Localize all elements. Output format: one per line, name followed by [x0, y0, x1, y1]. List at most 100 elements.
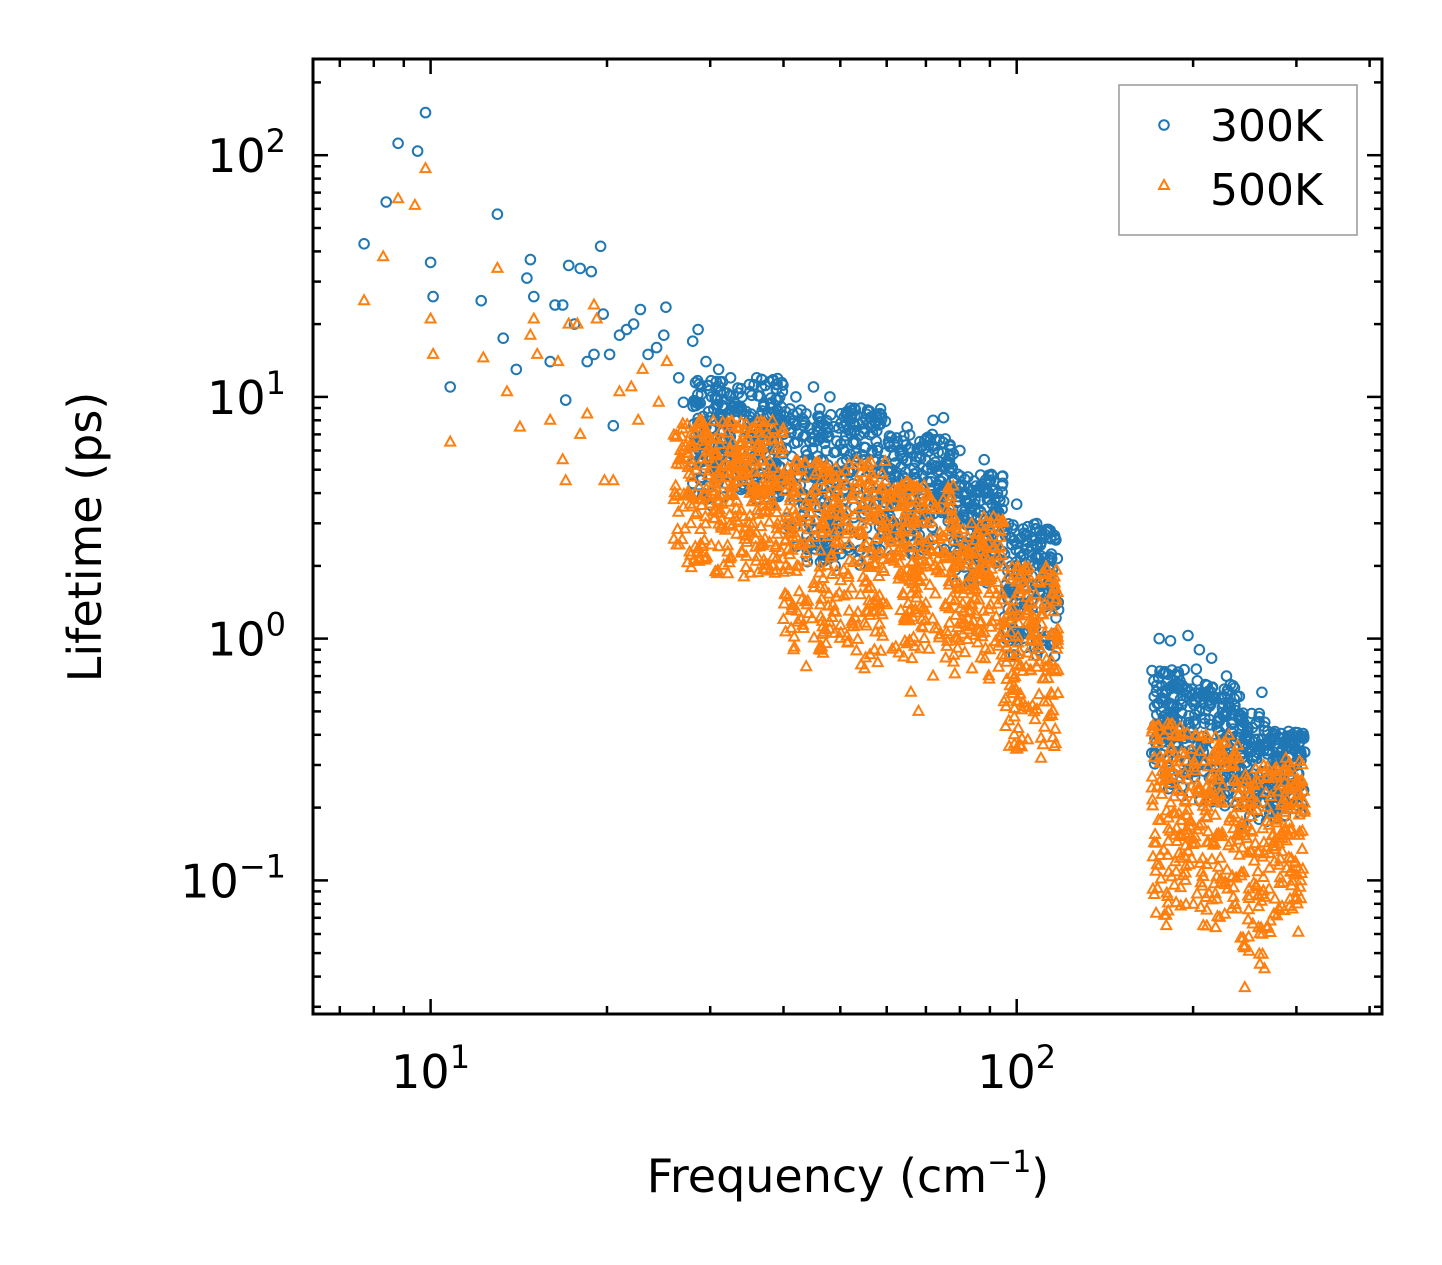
data-point-500k — [717, 557, 731, 570]
data-point-500k — [912, 539, 926, 552]
data-point-300k — [822, 430, 835, 443]
data-point-500k — [1162, 769, 1176, 782]
data-point-500k — [1240, 831, 1254, 844]
data-point-500k — [1000, 629, 1014, 642]
data-point-500k — [745, 420, 759, 433]
data-point-500k — [861, 478, 876, 491]
data-point-500k — [1200, 835, 1214, 848]
data-point-500k — [1288, 827, 1302, 840]
data-point-500k — [1045, 570, 1060, 583]
data-point-500k — [1262, 881, 1276, 894]
data-point-500k — [1242, 929, 1256, 942]
data-point-500k — [776, 611, 791, 624]
data-point-500k — [652, 394, 666, 407]
data-point-500k — [766, 460, 780, 473]
data-point-500k — [793, 483, 808, 496]
data-point-500k — [408, 197, 422, 210]
data-point-500k — [962, 552, 976, 565]
data-point-500k — [699, 481, 713, 494]
data-point-500k — [875, 480, 890, 493]
data-point-300k — [894, 447, 907, 460]
data-point-500k — [910, 479, 925, 492]
x-tick-exponent: 1 — [450, 1038, 470, 1076]
data-point-500k — [1146, 849, 1160, 862]
data-point-500k — [1149, 863, 1163, 876]
data-point-500k — [913, 641, 928, 654]
data-point-500k — [915, 494, 930, 507]
data-point-500k — [1011, 558, 1025, 571]
data-point-500k — [739, 559, 753, 572]
data-point-300k — [962, 482, 975, 494]
data-point-500k — [1242, 902, 1256, 915]
data-point-500k — [1033, 575, 1047, 588]
data-point-500k — [873, 603, 887, 616]
data-point-300k — [594, 240, 607, 253]
data-point-500k — [1007, 736, 1022, 749]
data-point-500k — [1235, 820, 1250, 833]
data-point-500k — [841, 566, 855, 579]
data-point-500k — [974, 614, 988, 627]
data-point-500k — [1269, 760, 1283, 773]
data-point-500k — [559, 473, 573, 486]
data-point-500k — [753, 536, 768, 549]
data-point-300k — [1048, 529, 1061, 542]
data-point-500k — [1034, 750, 1048, 763]
data-point-500k — [924, 514, 938, 527]
data-point-500k — [798, 594, 813, 607]
data-point-500k — [1166, 805, 1180, 818]
data-point-500k — [833, 617, 848, 630]
data-point-500k — [976, 603, 991, 616]
data-point-500k — [708, 431, 722, 444]
data-point-500k — [1259, 770, 1273, 783]
data-point-500k — [735, 543, 749, 556]
data-point-500k — [1277, 762, 1291, 775]
data-point-500k — [792, 584, 806, 597]
data-point-500k — [543, 412, 557, 425]
data-point-500k — [1216, 778, 1230, 791]
data-point-500k — [977, 509, 991, 522]
data-point-500k — [812, 565, 827, 578]
data-point-300k — [872, 419, 885, 431]
data-point-300k — [871, 444, 884, 457]
data-point-500k — [853, 474, 867, 487]
data-point-500k — [857, 615, 872, 628]
data-point-500k — [718, 456, 733, 469]
data-point-500k — [1042, 573, 1057, 586]
data-point-300k — [650, 341, 663, 354]
data-point-500k — [1294, 873, 1308, 886]
data-point-300k — [1245, 707, 1258, 720]
data-point-500k — [861, 581, 875, 594]
data-point-500k — [871, 546, 886, 559]
data-point-500k — [1167, 728, 1182, 741]
data-point-500k — [750, 414, 765, 427]
data-point-500k — [1220, 862, 1234, 875]
data-point-500k — [1262, 860, 1277, 873]
data-point-500k — [819, 502, 833, 515]
data-point-300k — [772, 404, 784, 417]
data-point-500k — [894, 602, 908, 615]
y-tick-exponent: 1 — [266, 364, 286, 402]
data-point-500k — [872, 588, 887, 601]
data-point-500k — [1241, 888, 1255, 901]
data-point-500k — [720, 538, 735, 551]
data-point-500k — [1037, 719, 1052, 732]
data-point-500k — [971, 635, 985, 648]
data-point-300k — [885, 431, 898, 444]
data-point-500k — [1208, 886, 1223, 899]
data-point-300k — [835, 438, 847, 450]
data-point-500k — [1051, 686, 1065, 699]
data-point-300k — [883, 437, 895, 450]
data-point-500k — [856, 540, 870, 553]
data-point-500k — [861, 455, 875, 468]
data-point-500k — [1159, 918, 1173, 931]
data-point-500k — [883, 550, 897, 563]
data-point-500k — [1247, 777, 1261, 790]
data-point-500k — [996, 592, 1010, 605]
data-point-500k — [1022, 560, 1036, 573]
data-point-300k — [872, 414, 884, 427]
data-point-500k — [551, 354, 565, 367]
data-point-300k — [1015, 532, 1028, 544]
data-point-500k — [725, 518, 739, 531]
data-point-500k — [939, 502, 953, 515]
